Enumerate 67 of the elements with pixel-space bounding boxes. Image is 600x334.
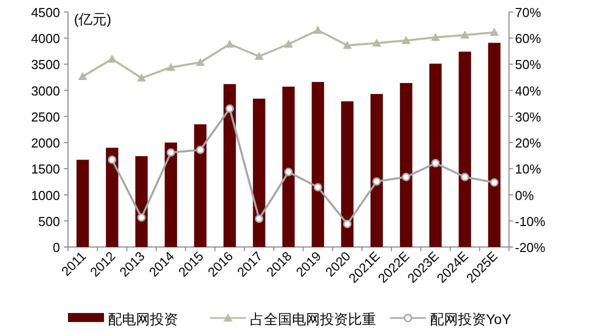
y2-tick-label: 50% <box>515 57 542 72</box>
point <box>342 40 352 49</box>
bar <box>252 98 266 247</box>
point <box>225 40 234 48</box>
point <box>196 146 205 154</box>
y-tick-label: 2000 <box>31 136 60 151</box>
legend-label: 配网投资YoY <box>430 311 512 327</box>
y2-tick-label: 0% <box>515 188 534 203</box>
bar <box>400 83 412 247</box>
point <box>372 177 381 186</box>
point <box>284 168 293 176</box>
y2-tick-label: 20% <box>515 136 542 151</box>
point <box>402 36 411 44</box>
y-tick-label: 4000 <box>31 31 60 46</box>
point <box>490 28 499 36</box>
point <box>372 38 382 47</box>
point <box>431 158 440 168</box>
bar <box>282 86 295 247</box>
point <box>254 52 264 60</box>
y2-tick-label: 10% <box>515 162 542 177</box>
point <box>254 214 264 224</box>
point <box>313 26 322 34</box>
y-tick-label: 1500 <box>31 162 60 177</box>
y2-tick-label: 60% <box>515 31 542 46</box>
bar <box>224 84 236 247</box>
y-tick-label: 500 <box>38 214 60 229</box>
point <box>137 213 146 222</box>
point <box>196 58 205 66</box>
y2-tick-label: 30% <box>515 109 542 124</box>
y2-tick-label: 40% <box>515 83 542 98</box>
bar <box>312 82 324 247</box>
y-tick-label: 0 <box>52 240 60 255</box>
point <box>431 32 440 41</box>
y-tick-label: 1000 <box>31 188 60 203</box>
bar <box>76 160 89 247</box>
bar <box>164 142 178 247</box>
y-tick-label: 3500 <box>31 57 60 72</box>
bar <box>370 94 383 247</box>
legend-label: 配电网投资 <box>108 311 178 327</box>
bar <box>135 156 148 247</box>
legend-label: 占全国电网投资比重 <box>250 311 376 327</box>
y-tick-label: 4500 <box>31 5 60 20</box>
bar <box>429 64 442 247</box>
bar <box>458 52 472 247</box>
point <box>78 72 88 80</box>
point <box>166 148 176 157</box>
point <box>460 30 470 38</box>
point <box>460 172 470 182</box>
y2-tick-label: -20% <box>515 240 546 255</box>
bar <box>341 101 354 247</box>
point <box>490 178 499 187</box>
y2-tick-label: -10% <box>515 214 546 229</box>
point <box>314 182 322 192</box>
y-tick-label: 3000 <box>31 83 60 98</box>
point <box>402 172 410 182</box>
y-tick-label: 2500 <box>31 109 60 124</box>
bar <box>194 124 206 247</box>
y2-tick-label: 70% <box>515 5 542 20</box>
point <box>137 74 146 82</box>
annotation: (亿元) <box>74 11 112 27</box>
point <box>166 62 176 71</box>
point <box>225 104 234 113</box>
bar <box>488 42 500 247</box>
bar <box>106 148 118 247</box>
point <box>108 156 116 164</box>
point <box>343 220 352 228</box>
point <box>284 40 293 48</box>
